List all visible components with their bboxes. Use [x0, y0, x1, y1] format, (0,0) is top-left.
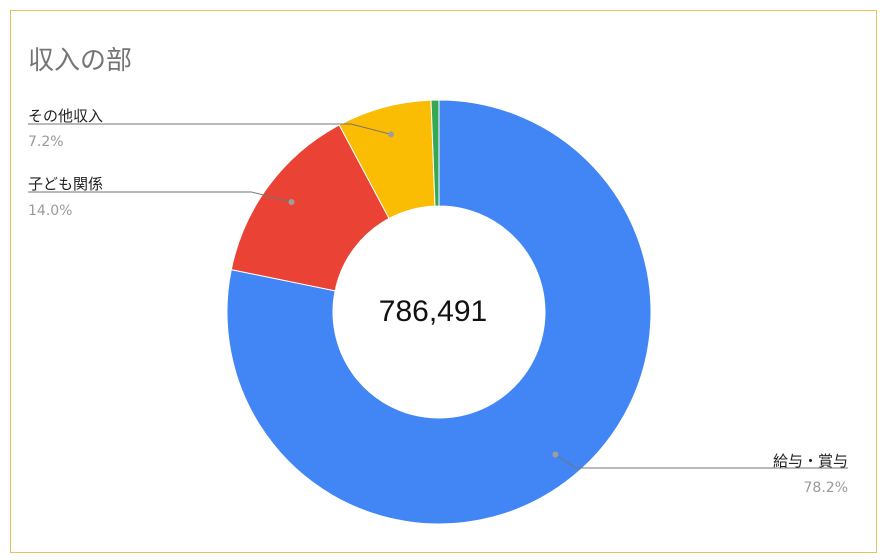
- slice-percent-3: 7.2%: [28, 134, 64, 150]
- labels-group: 給与・賞与 78.2% 子ども関係 14.0% その他収入 7.2%: [28, 107, 848, 496]
- leader-dot-2: [288, 198, 295, 205]
- center-total-value: 786,491: [379, 295, 487, 328]
- slice-percent-1: 78.2%: [804, 480, 848, 496]
- leader-dot-3: [388, 131, 395, 138]
- slice-label-1: 給与・賞与: [773, 452, 848, 470]
- slice-label-2: 子ども関係: [28, 175, 103, 193]
- slice-percent-2: 14.0%: [28, 203, 72, 219]
- slice-label-3: その他収入: [28, 107, 103, 125]
- leader-line-1: [555, 454, 848, 469]
- chart-title: 収入の部: [28, 46, 133, 76]
- leader-line-3: [28, 123, 392, 135]
- slice-1: [226, 99, 652, 525]
- slices-group: [226, 99, 652, 525]
- slice-4: [430, 99, 440, 207]
- leader-dot-1: [552, 451, 559, 458]
- slice-2: [230, 124, 390, 292]
- leader-line-2: [28, 191, 292, 203]
